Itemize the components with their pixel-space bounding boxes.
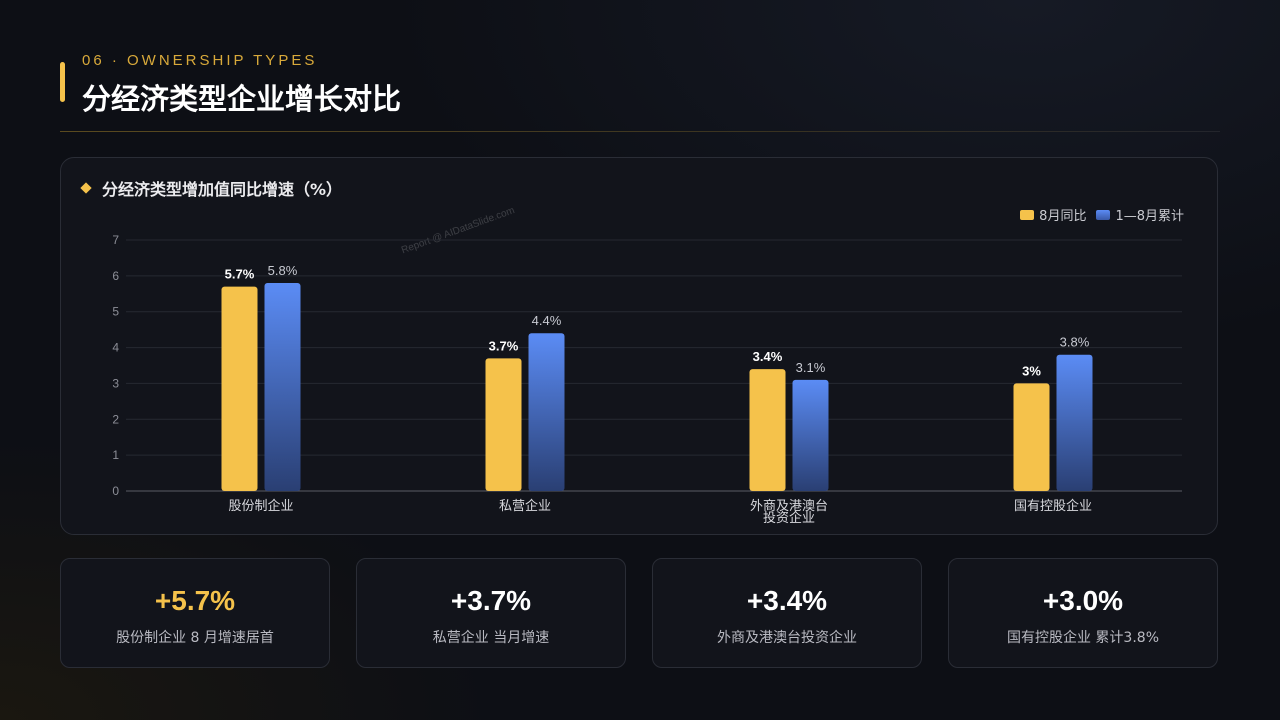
data-label-monthly: 3% [1022,363,1041,378]
y-tick-label: 5 [112,305,119,319]
bar-monthly [485,358,522,491]
legend-label-cumulative: 1—8月累计 [1115,209,1184,224]
legend-swatch-monthly [1020,209,1035,220]
data-label-cumulative: 3.1% [796,360,826,375]
kpi-card-private: +3.7% 私营企业 当月增速 [356,558,626,668]
x-tick-label: 外商及港澳台 [750,498,828,514]
kpi-card-foreign: +3.4% 外商及港澳台投资企业 [652,558,922,668]
data-label-cumulative: 5.8% [268,263,298,278]
x-tick-label: 国有控股企业 [1014,498,1092,514]
y-tick-label: 2 [112,412,119,426]
page-title: 分经济类型企业增长对比 [82,82,402,116]
header-divider [60,131,1220,132]
kpi-value: +5.7% [154,585,236,616]
legend-swatch-cumulative [1096,209,1111,220]
kpi-card-state-owned: +3.0% 国有控股企业 累计3.8% [948,558,1218,668]
kpi-label: 国有控股企业 累计3.8% [1006,630,1160,646]
kpi-label: 股份制企业 8 月增速居首 [116,630,274,646]
chart-legend: 8月同比 1—8月累计 [1010,205,1184,224]
chart-panel-header: 分经济类型增加值同比增速（%） [80,176,343,200]
x-tick-label: 投资企业 [763,510,815,526]
section-eyebrow: 06 · OWNERSHIP TYPES [82,52,318,69]
kpi-value: +3.4% [746,585,828,616]
y-tick-label: 3 [112,376,119,390]
bar-cumulative [1056,354,1093,491]
bar-cumulative [792,379,829,491]
title-accent-bar [60,62,65,102]
y-tick-label: 1 [112,448,119,462]
x-tick-label: 股份制企业 [228,498,293,514]
legend-label-monthly: 8月同比 [1039,209,1087,224]
y-tick-label: 6 [112,269,119,283]
bar-monthly [1013,383,1050,491]
bar-cumulative [528,333,565,491]
y-tick-label: 0 [112,484,119,498]
data-label-monthly: 3.4% [753,349,783,364]
kpi-label: 私营企业 当月增速 [432,630,550,646]
bar-monthly [749,369,786,491]
kpi-card-joint-stock: +5.7% 股份制企业 8 月增速居首 [60,558,330,668]
legend-item-cumulative: 1—8月累计 [1096,205,1184,224]
data-label-cumulative: 4.4% [532,313,562,328]
x-tick-label: 私营企业 [499,498,551,514]
y-tick-label: 4 [112,341,119,355]
chart-title: 分经济类型增加值同比增速（%） [102,180,343,199]
kpi-value: +3.0% [1042,585,1124,616]
y-tick-label: 7 [112,233,119,247]
kpi-label: 外商及港澳台投资企业 [717,630,857,646]
data-label-monthly: 5.7% [225,267,255,282]
data-label-cumulative: 3.8% [1060,335,1090,350]
legend-item-monthly: 8月同比 [1020,205,1086,224]
bar-cumulative [264,283,301,491]
kpi-value: +3.7% [450,585,532,616]
bar-monthly [221,286,258,491]
data-label-monthly: 3.7% [489,338,519,353]
